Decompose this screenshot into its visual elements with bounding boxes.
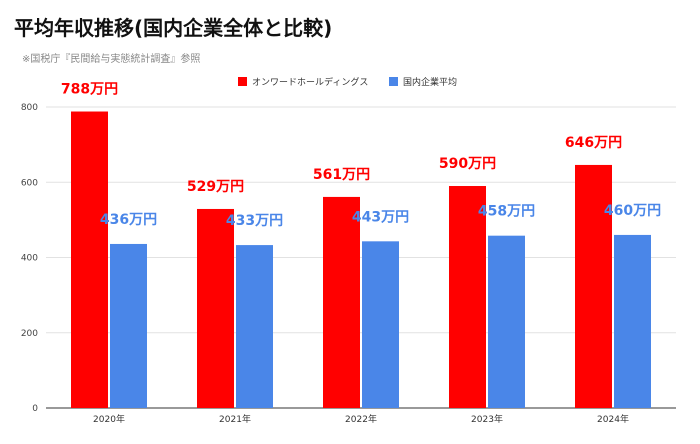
legend-label: 国内企業平均 [403, 76, 457, 88]
y-tick-label: 200 [21, 329, 38, 339]
bar-onward [575, 164, 612, 408]
bar-domestic-average [236, 245, 273, 408]
chart-title: 平均年収推移(国内企業全体と比較) [14, 16, 333, 40]
y-tick-label: 400 [21, 254, 38, 264]
x-tick-label: 2024年 [597, 413, 629, 425]
y-tick-label: 0 [32, 404, 38, 414]
bar-domestic-average [614, 234, 651, 408]
bar-domestic-average [488, 235, 525, 408]
data-label-onward: 590万円 [439, 156, 496, 172]
data-label-domestic-average: 436万円 [100, 212, 157, 228]
bar-onward [449, 186, 486, 408]
x-tick-label: 2021年 [219, 413, 251, 425]
x-tick-label: 2023年 [471, 413, 503, 425]
data-label-onward: 561万円 [313, 167, 370, 183]
y-tick-label: 600 [21, 178, 38, 188]
data-label-onward: 788万円 [61, 82, 118, 98]
data-label-domestic-average: 433万円 [226, 213, 283, 229]
bar-domestic-average [110, 243, 147, 408]
x-tick-label: 2022年 [345, 413, 377, 425]
legend-label: オンワードホールディングス [252, 76, 368, 88]
data-label-onward: 646万円 [565, 135, 622, 151]
bar-onward [323, 196, 360, 408]
bar-domestic-average [362, 241, 399, 408]
x-tick-label: 2020年 [93, 413, 125, 425]
chart-subtitle: ※国税庁『民間給与実態統計調査』参照 [22, 54, 201, 65]
data-label-domestic-average: 460万円 [604, 203, 661, 219]
data-label-domestic-average: 458万円 [478, 204, 535, 220]
bar-onward [197, 208, 234, 408]
bar-onward [71, 111, 108, 408]
data-label-domestic-average: 443万円 [352, 209, 409, 225]
legend-swatch [238, 77, 247, 86]
legend-swatch [389, 77, 398, 86]
y-tick-label: 800 [21, 103, 38, 113]
data-label-onward: 529万円 [187, 179, 244, 195]
